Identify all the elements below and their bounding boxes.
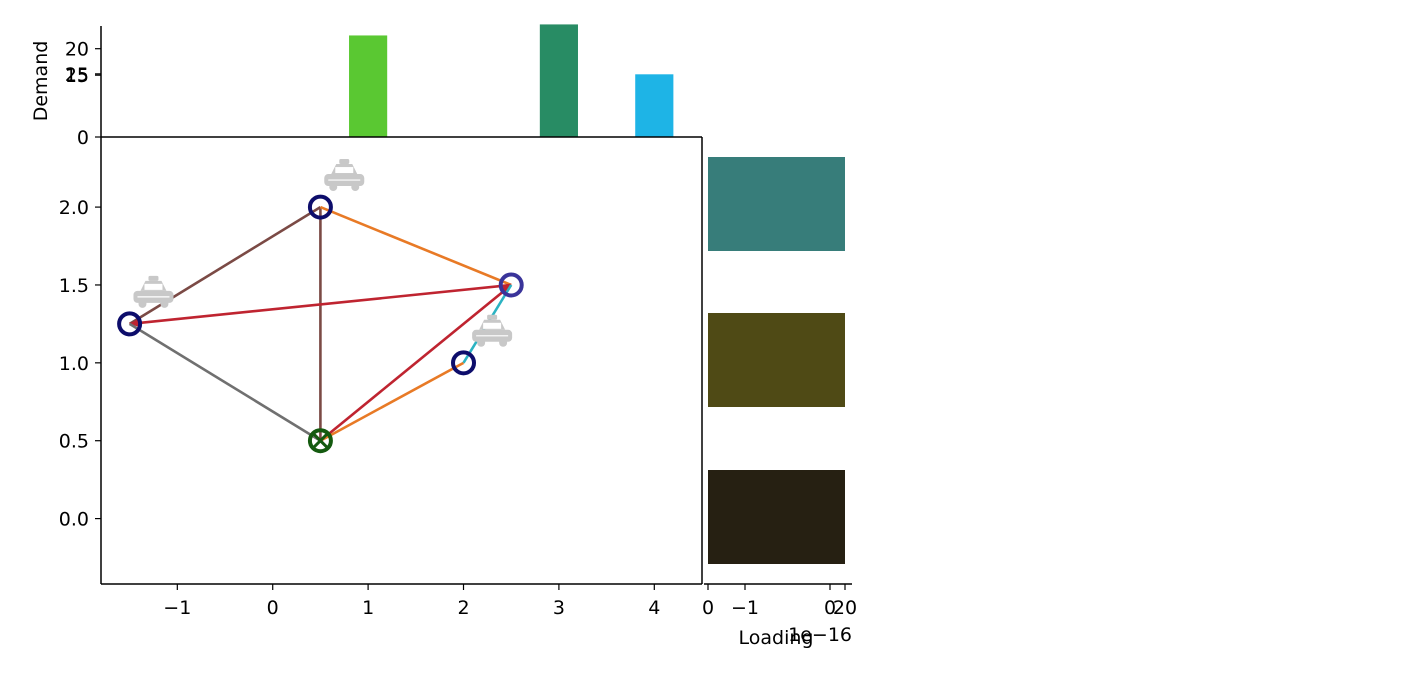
demand-bar — [635, 74, 674, 137]
loading-x-tick-label: 20 — [833, 597, 857, 619]
car-wheel — [351, 183, 360, 192]
car-window — [483, 322, 502, 329]
y-tick-label: 2.0 — [59, 197, 89, 219]
x-tick-label: 1 — [362, 597, 374, 619]
x-tick-label: 2 — [457, 597, 469, 619]
y-tick-label: 1.0 — [59, 353, 89, 375]
car-icon — [472, 314, 513, 347]
y-tick-label: 1.5 — [59, 275, 89, 297]
node-D — [451, 350, 477, 376]
car-wheel — [160, 299, 169, 308]
car-icon — [133, 275, 174, 308]
y-tick-label: 0.0 — [59, 509, 89, 531]
car-icon — [324, 159, 365, 192]
loading-bars — [708, 157, 845, 564]
x-tick-label: 3 — [553, 597, 565, 619]
network-x-ticks: −1 0 1 2 3 4 — [163, 584, 660, 619]
network-panel: −1 0 1 2 3 4 0.0 0.5 1.0 1.5 2.0 — [59, 137, 703, 619]
edge-A-E — [128, 322, 322, 442]
loading-x-tick-label: 0 — [702, 597, 714, 619]
y-tick-label: 0.5 — [59, 431, 89, 453]
node-x-mark — [312, 433, 328, 449]
demand-bars — [349, 24, 674, 138]
edge-E-C — [319, 283, 513, 442]
car-window — [144, 283, 163, 290]
loading-x-tick-label: 0 — [824, 597, 836, 619]
edge-E-D — [319, 361, 465, 442]
network-edges — [128, 205, 513, 442]
x-tick-label: −1 — [163, 597, 191, 619]
demand-bar — [539, 24, 578, 138]
edge-B-C — [319, 205, 512, 287]
node-C — [498, 272, 524, 298]
network-nodes — [117, 194, 524, 454]
loading-x-label: Loading — [739, 627, 814, 649]
car-window — [335, 167, 354, 174]
loading-panel: 0 −1 020 Loading 1e−16 — [702, 157, 857, 649]
loading-offset-text: 1e−16 — [788, 624, 852, 646]
demand-y-tick-label: 15 — [65, 65, 89, 87]
demand-y-tick-label: 20 — [65, 39, 89, 61]
car-wheel — [477, 338, 486, 347]
node-A — [117, 311, 143, 337]
loading-x-ticks: 0 −1 020 — [702, 584, 857, 619]
vehicle-markers — [133, 159, 513, 347]
edge-C-A — [129, 283, 512, 326]
loading-bar — [708, 157, 845, 251]
node-E — [307, 428, 333, 454]
x-tick-label: 4 — [648, 597, 660, 619]
car-sign — [148, 275, 159, 281]
loading-bar — [708, 470, 845, 564]
loading-x-tick-label: −1 — [731, 597, 759, 619]
car-wheel — [329, 183, 338, 192]
car-sign — [339, 159, 350, 165]
x-tick-label: 0 — [267, 597, 279, 619]
car-sign — [487, 314, 498, 320]
loading-bar — [708, 313, 845, 407]
car-wheel — [138, 299, 147, 308]
node-B — [307, 194, 333, 220]
network-y-ticks: 0.0 0.5 1.0 1.5 2.0 — [59, 197, 101, 531]
demand-y-tick-label: 25 — [65, 64, 89, 86]
car-wheel — [499, 338, 508, 347]
demand-bar — [349, 35, 388, 137]
demand-y-label: Demand — [30, 41, 52, 122]
demand-y-tick-label: 0 — [77, 127, 89, 149]
